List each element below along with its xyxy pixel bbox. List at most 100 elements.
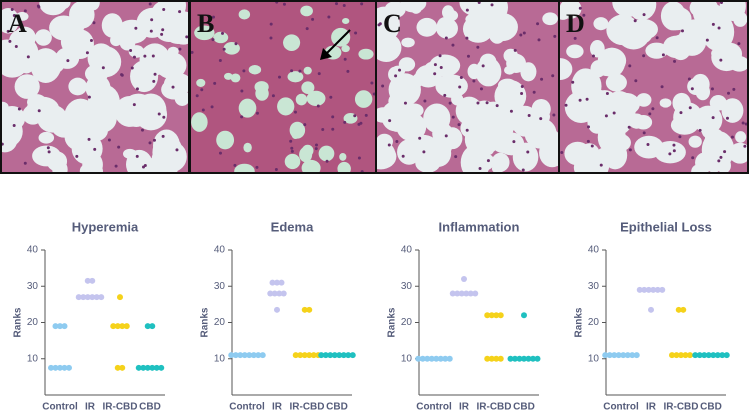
nucleus: [152, 138, 156, 142]
nucleus: [329, 95, 333, 99]
nucleus: [552, 113, 556, 117]
alveolus: [542, 12, 558, 26]
nucleus: [240, 89, 244, 93]
nucleus: [107, 138, 111, 142]
alveolus: [331, 27, 351, 47]
nucleus: [120, 73, 124, 77]
nucleus: [668, 152, 672, 156]
data-point: [114, 323, 121, 330]
alveolus: [587, 110, 607, 134]
nucleus: [316, 104, 320, 108]
alveolus: [504, 65, 516, 75]
alveolus: [12, 43, 40, 73]
alveolus: [396, 112, 427, 142]
alveolus: [701, 12, 735, 52]
nucleus: [454, 155, 458, 159]
data-point: [675, 306, 682, 313]
alveolus: [512, 142, 539, 172]
nucleus: [135, 87, 139, 91]
data-point: [84, 277, 91, 284]
chart-title: Hyperemia: [72, 219, 139, 234]
alveolus: [139, 43, 171, 76]
data-point: [620, 352, 627, 359]
nucleus: [478, 167, 482, 171]
nucleus: [293, 110, 297, 114]
data-point: [278, 279, 285, 286]
alveolus: [125, 149, 153, 172]
nucleus: [536, 22, 540, 26]
data-point: [719, 352, 726, 359]
y-tick-label: 10: [401, 353, 413, 364]
nucleus: [47, 150, 51, 154]
histology-image: [191, 2, 375, 172]
nucleus: [486, 159, 490, 163]
nucleus: [627, 125, 631, 129]
data-point: [705, 352, 712, 359]
nucleus: [395, 140, 399, 144]
alveolus: [429, 54, 461, 77]
alveolus: [301, 159, 321, 172]
alveolus: [460, 119, 477, 138]
alveolus: [243, 142, 252, 153]
data-point: [493, 355, 500, 362]
nucleus: [687, 77, 691, 81]
nucleus: [314, 147, 318, 151]
data-point: [650, 286, 657, 293]
alveolus: [341, 17, 350, 25]
data-point: [701, 352, 708, 359]
nucleus: [211, 38, 215, 42]
alveolus: [341, 45, 350, 53]
nucleus: [220, 31, 224, 35]
nucleus: [719, 58, 723, 62]
nucleus: [459, 75, 463, 79]
nucleus: [162, 115, 166, 119]
nucleus: [360, 170, 364, 172]
histology-image: [560, 2, 747, 172]
nucleus: [688, 106, 692, 110]
alveolus: [596, 147, 612, 164]
alveolus: [299, 146, 313, 163]
data-point: [306, 306, 313, 313]
nucleus: [539, 117, 543, 121]
data-point: [696, 352, 703, 359]
data-point: [467, 290, 474, 297]
nucleus: [512, 140, 516, 144]
alveolus: [728, 142, 747, 164]
alveolus: [216, 130, 235, 150]
data-point: [89, 294, 96, 301]
nucleus: [388, 119, 392, 123]
nucleus: [551, 74, 555, 78]
y-tick-label: 40: [27, 245, 39, 256]
data-point: [57, 323, 63, 330]
alveolus: [358, 48, 374, 60]
data-point: [228, 352, 235, 359]
nucleus: [725, 116, 729, 120]
nucleus: [591, 54, 595, 58]
nucleus: [218, 151, 222, 155]
nucleus: [331, 115, 335, 119]
data-point: [488, 312, 495, 319]
nucleus: [148, 2, 152, 6]
data-point: [336, 352, 343, 359]
nucleus: [599, 163, 603, 167]
x-tick-label: IR-CBD: [290, 402, 325, 413]
data-point: [497, 355, 504, 362]
nucleus: [698, 128, 702, 132]
data-point: [52, 323, 59, 330]
y-axis-label: Ranks: [13, 307, 24, 337]
nucleus: [364, 113, 368, 117]
nucleus: [476, 101, 480, 105]
nucleus: [444, 36, 448, 40]
nucleus: [311, 17, 315, 21]
alveolus: [406, 134, 439, 161]
data-point: [710, 352, 717, 359]
alveolus: [191, 112, 208, 132]
data-point: [327, 352, 334, 359]
nucleus: [149, 29, 153, 33]
nucleus: [92, 21, 96, 25]
nucleus: [360, 2, 364, 6]
data-point: [52, 364, 59, 371]
nucleus: [157, 112, 161, 116]
nucleus: [438, 54, 442, 58]
nucleus: [719, 2, 723, 4]
